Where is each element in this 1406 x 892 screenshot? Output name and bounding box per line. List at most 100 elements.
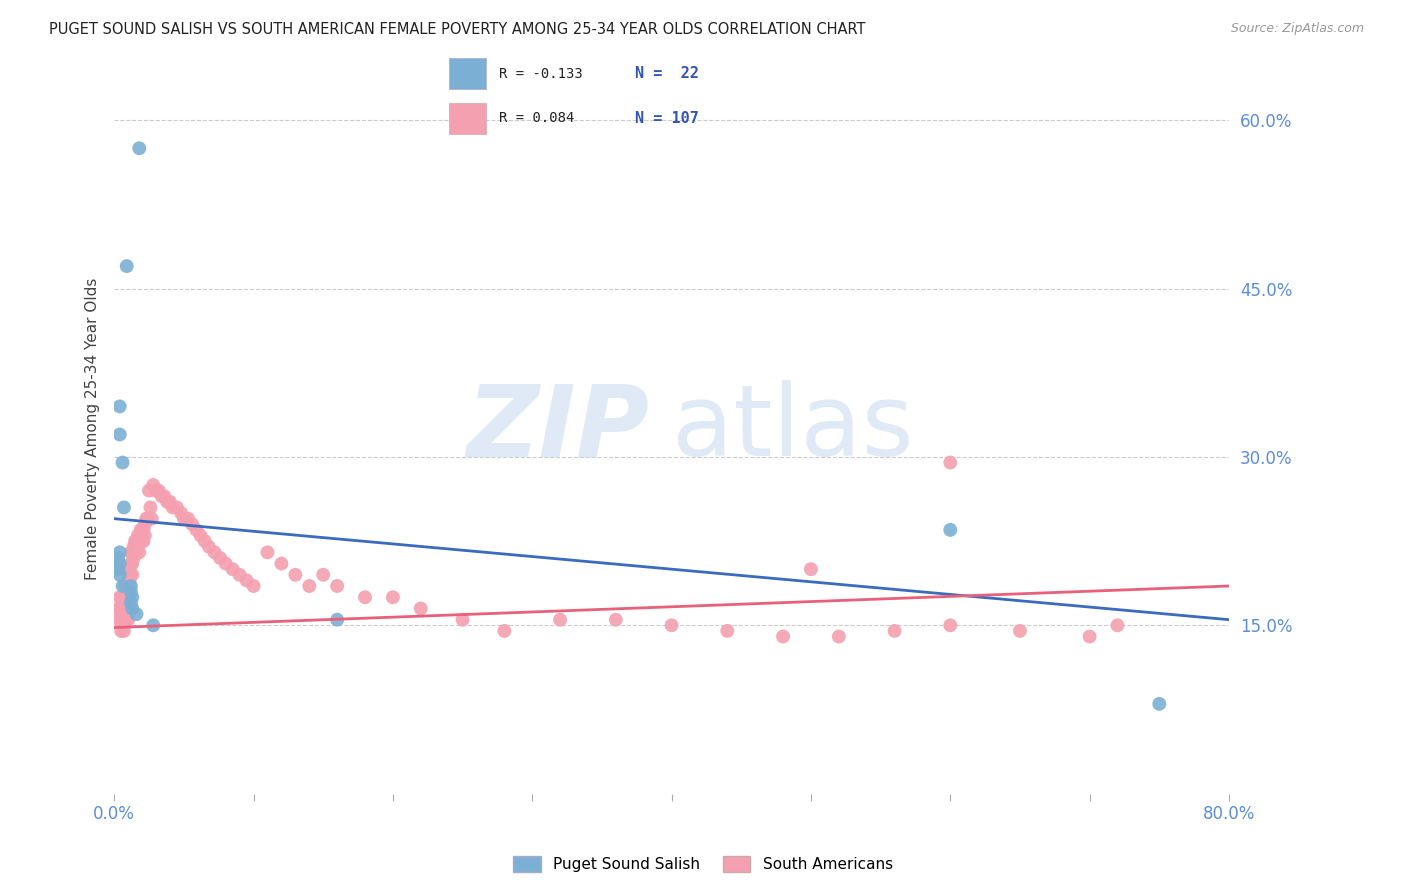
Point — [121, 591, 143, 605]
Point — [716, 624, 738, 638]
Point — [107, 551, 129, 566]
Point — [181, 517, 204, 532]
Point — [134, 517, 156, 532]
Point — [772, 630, 794, 644]
Point — [120, 596, 142, 610]
Point — [114, 591, 136, 605]
Point — [198, 540, 221, 554]
Point — [108, 567, 131, 582]
Point — [242, 579, 264, 593]
Point — [312, 567, 335, 582]
Point — [111, 607, 134, 621]
Point — [125, 607, 148, 621]
Point — [170, 506, 193, 520]
Point — [120, 545, 142, 559]
Point — [122, 551, 145, 566]
Point — [129, 523, 152, 537]
Point — [108, 545, 131, 559]
Point — [112, 601, 135, 615]
Point — [136, 511, 159, 525]
Point — [131, 534, 153, 549]
Point — [112, 500, 135, 515]
Point — [128, 545, 150, 559]
Point — [298, 579, 321, 593]
Point — [939, 456, 962, 470]
Point — [112, 591, 135, 605]
Point — [1008, 624, 1031, 638]
Point — [142, 478, 165, 492]
Y-axis label: Female Poverty Among 25-34 Year Olds: Female Poverty Among 25-34 Year Olds — [86, 277, 100, 580]
Point — [228, 567, 250, 582]
Text: R = -0.133: R = -0.133 — [499, 67, 582, 80]
Point — [117, 567, 139, 582]
Point — [166, 500, 188, 515]
Text: Source: ZipAtlas.com: Source: ZipAtlas.com — [1230, 22, 1364, 36]
Point — [121, 557, 143, 571]
Point — [939, 618, 962, 632]
Point — [153, 489, 176, 503]
Point — [117, 579, 139, 593]
Point — [121, 545, 143, 559]
Point — [107, 562, 129, 576]
Point — [128, 534, 150, 549]
Point — [115, 613, 138, 627]
FancyBboxPatch shape — [449, 58, 486, 89]
Point — [270, 557, 292, 571]
Point — [120, 557, 142, 571]
Point — [194, 534, 217, 549]
Point — [114, 613, 136, 627]
Point — [381, 591, 404, 605]
Text: N =  22: N = 22 — [634, 66, 699, 81]
FancyBboxPatch shape — [449, 103, 486, 134]
Point — [118, 574, 141, 588]
Point — [209, 551, 232, 566]
Point — [115, 259, 138, 273]
Point — [131, 523, 153, 537]
Point — [115, 601, 138, 615]
Point — [156, 495, 179, 509]
Point — [118, 562, 141, 576]
Point — [451, 613, 474, 627]
Point — [256, 545, 278, 559]
Point — [284, 567, 307, 582]
Point — [159, 495, 181, 509]
Point — [1149, 697, 1171, 711]
Point — [114, 601, 136, 615]
Point — [117, 591, 139, 605]
Point — [326, 579, 349, 593]
Point — [221, 562, 243, 576]
Point — [162, 500, 184, 515]
Point — [177, 511, 200, 525]
Text: N = 107: N = 107 — [634, 111, 699, 126]
Text: R = 0.084: R = 0.084 — [499, 112, 574, 125]
Point — [124, 545, 146, 559]
Point — [828, 630, 851, 644]
Point — [134, 528, 156, 542]
Point — [121, 601, 143, 615]
Point — [111, 456, 134, 470]
Point — [108, 601, 131, 615]
Point — [115, 579, 138, 593]
Point — [120, 579, 142, 593]
Point — [139, 500, 162, 515]
Point — [107, 613, 129, 627]
Point — [494, 624, 516, 638]
Point — [409, 601, 432, 615]
Point — [114, 579, 136, 593]
Point — [548, 613, 571, 627]
Point — [939, 523, 962, 537]
Point — [127, 528, 149, 542]
Point — [148, 483, 170, 498]
Point — [120, 584, 142, 599]
Point — [108, 400, 131, 414]
Point — [235, 574, 257, 588]
Point — [128, 141, 150, 155]
Point — [138, 483, 160, 498]
Point — [145, 483, 167, 498]
Point — [326, 613, 349, 627]
Point — [132, 534, 155, 549]
Point — [132, 523, 155, 537]
Text: PUGET SOUND SALISH VS SOUTH AMERICAN FEMALE POVERTY AMONG 25-34 YEAR OLDS CORREL: PUGET SOUND SALISH VS SOUTH AMERICAN FEM… — [49, 22, 866, 37]
Point — [204, 545, 226, 559]
Point — [605, 613, 627, 627]
